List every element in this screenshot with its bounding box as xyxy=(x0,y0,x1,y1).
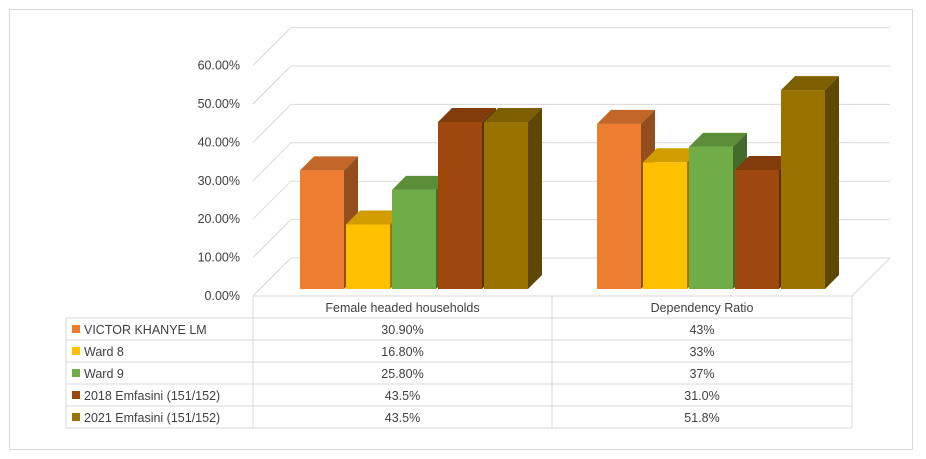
bar-side xyxy=(528,107,542,290)
legend-key xyxy=(72,325,80,333)
floor-edge xyxy=(851,257,891,297)
y-tick-label: 30.00% xyxy=(198,174,240,188)
legend-label: VICTOR KHANYE LM xyxy=(84,323,207,337)
data-label: 31.0% xyxy=(684,389,719,403)
bar xyxy=(781,76,839,289)
data-label: 51.8% xyxy=(684,411,719,425)
data-label: 25.80% xyxy=(381,367,423,381)
y-tick-label: 40.00% xyxy=(198,135,240,149)
bar-front xyxy=(597,123,641,289)
data-label: 43% xyxy=(689,323,714,337)
bar-top xyxy=(689,132,747,147)
gridline-side xyxy=(252,65,292,105)
data-label: 37% xyxy=(689,367,714,381)
bar-top xyxy=(484,107,542,122)
bar-front xyxy=(300,170,344,289)
legend-key xyxy=(72,347,80,355)
bar xyxy=(484,107,542,290)
bar-top xyxy=(300,156,358,171)
y-tick-label: 60.00% xyxy=(198,59,240,73)
data-label: 30.90% xyxy=(381,323,423,337)
bar-front xyxy=(781,90,825,289)
gridline-side xyxy=(252,180,292,220)
y-tick-label: 10.00% xyxy=(198,251,240,265)
bar-top xyxy=(346,210,404,225)
chart-frame xyxy=(9,9,913,450)
data-label: 16.80% xyxy=(381,345,423,359)
legend-key xyxy=(72,369,80,377)
legend-key xyxy=(72,391,80,399)
bar-side xyxy=(825,76,839,289)
y-tick-label: 50.00% xyxy=(198,97,240,111)
bar-top xyxy=(438,107,496,122)
gridline-side xyxy=(252,257,292,297)
y-tick-label: 20.00% xyxy=(198,212,240,226)
category-label: Dependency Ratio xyxy=(651,301,754,315)
gridline-side xyxy=(252,142,292,182)
bar-front xyxy=(392,189,436,289)
bar-top xyxy=(735,155,793,170)
gridline-side xyxy=(252,104,292,143)
bar-top xyxy=(597,109,655,124)
legend-label: 2018 Emfasini (151/152) xyxy=(84,389,220,403)
bar-top xyxy=(392,175,450,190)
legend-label: Ward 9 xyxy=(84,367,124,381)
gridline-side xyxy=(252,219,292,258)
bar-front xyxy=(484,121,528,290)
legend-key xyxy=(72,413,80,421)
bar-front xyxy=(643,162,687,289)
legend-label: 2021 Emfasini (151/152) xyxy=(84,411,220,425)
data-label: 43.5% xyxy=(385,411,420,425)
data-label: 33% xyxy=(689,345,714,359)
bar xyxy=(300,156,358,289)
bar-front xyxy=(735,169,779,289)
bar-front xyxy=(346,224,390,289)
bar-top xyxy=(643,148,701,163)
data-label: 43.5% xyxy=(385,389,420,403)
gridline-side xyxy=(252,27,292,66)
y-tick-label: 0.00% xyxy=(205,289,240,303)
bar-top xyxy=(781,76,839,91)
legend-label: Ward 8 xyxy=(84,345,124,359)
category-label: Female headed households xyxy=(325,301,479,315)
bar-front xyxy=(438,121,482,290)
bar-front xyxy=(689,146,733,289)
